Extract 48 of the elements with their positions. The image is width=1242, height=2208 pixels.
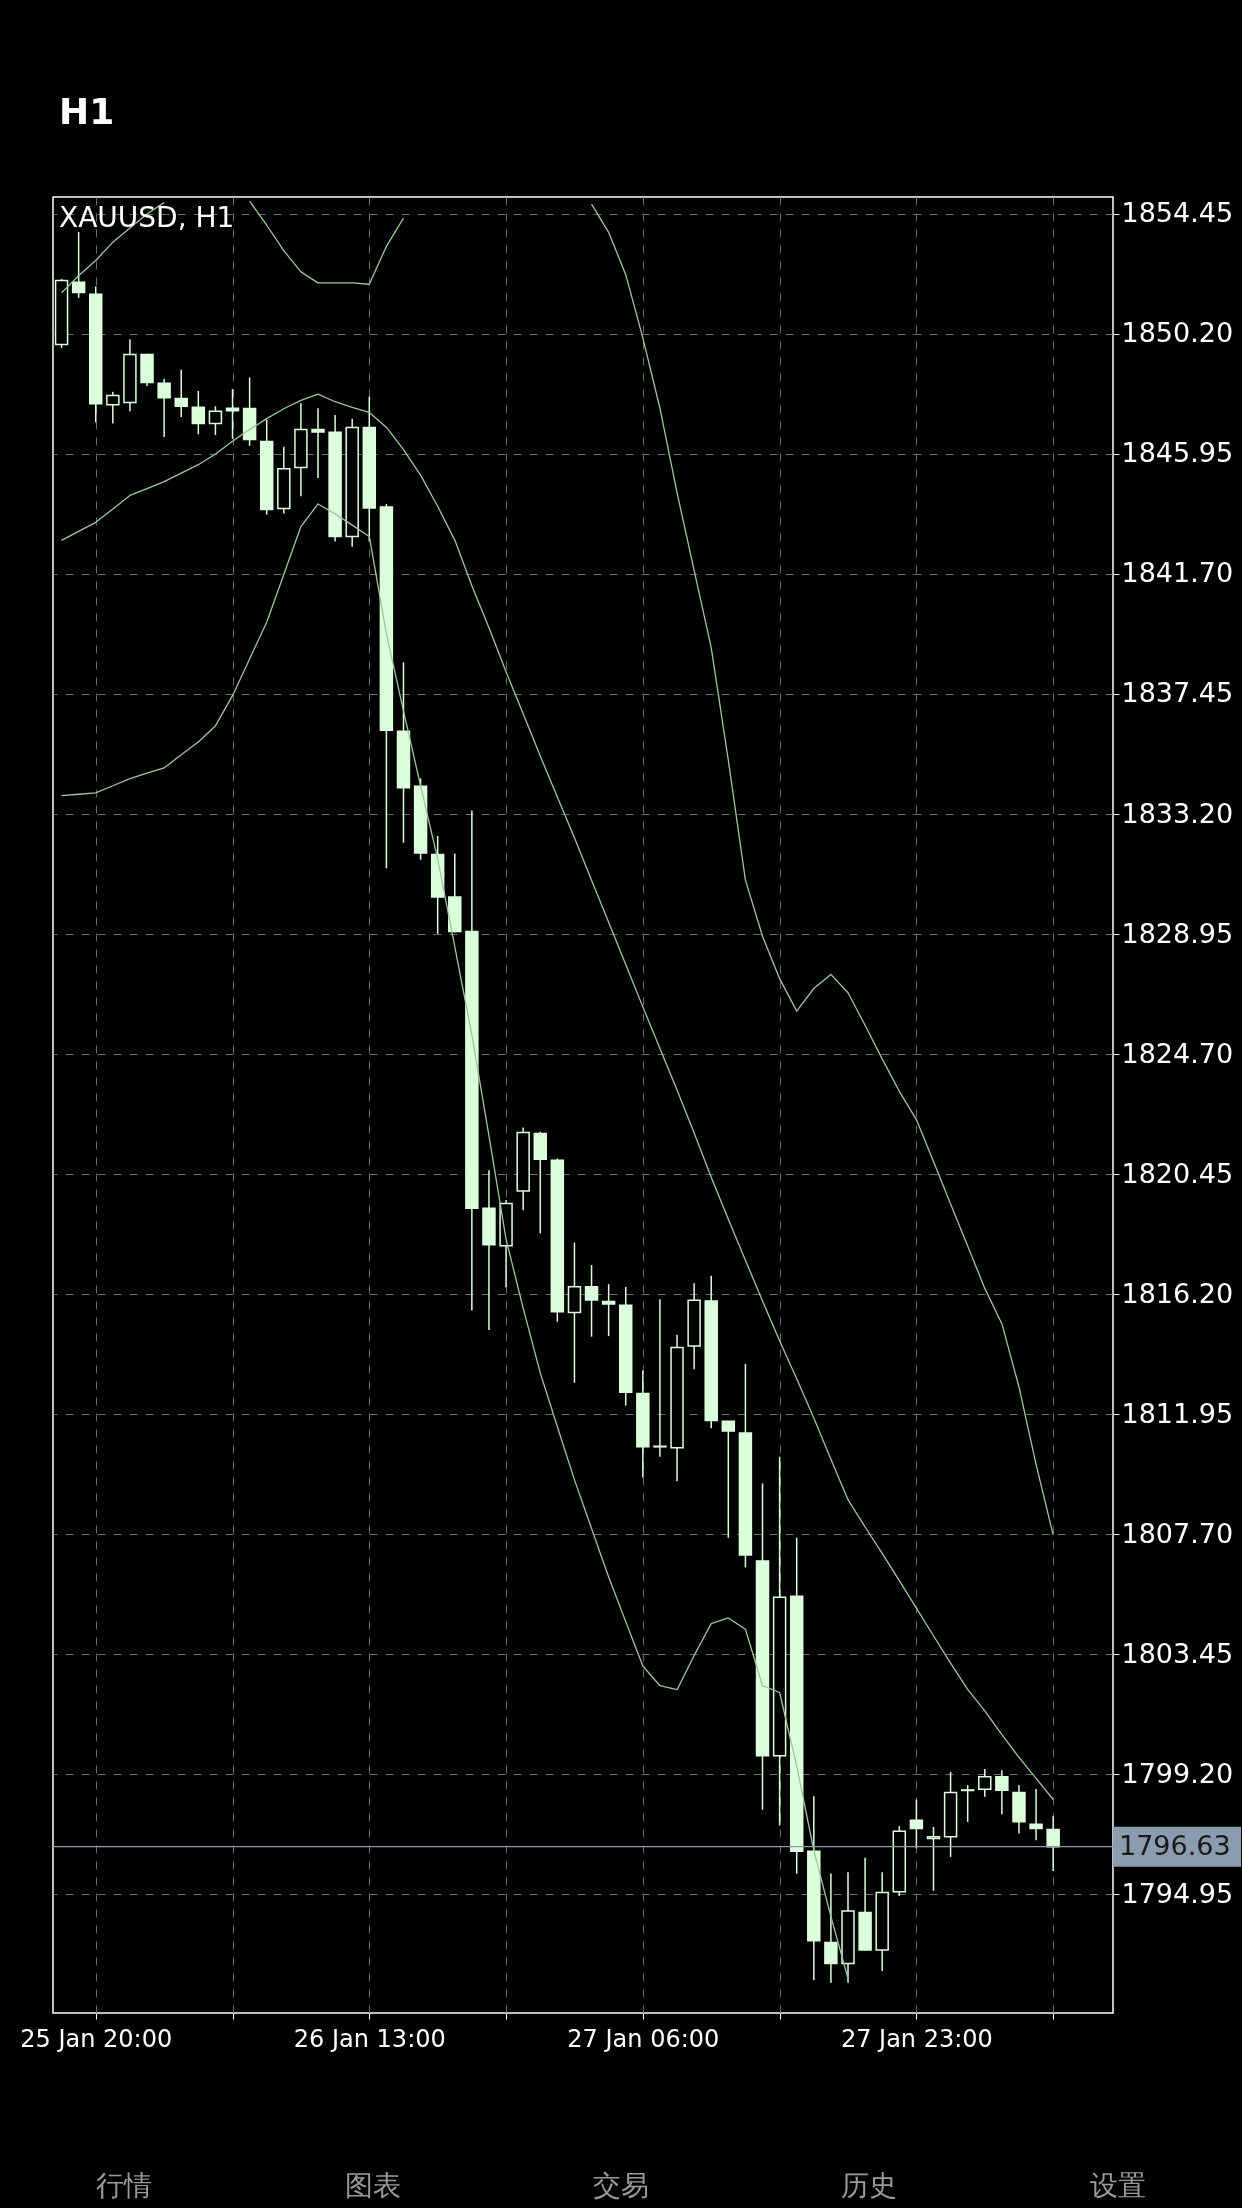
y-tick-label: 1833.20 [1121, 797, 1234, 829]
y-tick-label: 1845.95 [1121, 437, 1234, 469]
text: 图表 [344, 2169, 401, 2202]
text: 设置 [1089, 2169, 1146, 2202]
y-tick-label: 1816.20 [1121, 1277, 1234, 1309]
candlestick [926, 1826, 941, 1892]
x-tick-label: 27 Jan 23:00 [840, 2024, 993, 2053]
candlestick [978, 1768, 992, 1798]
candlestick [174, 369, 188, 418]
x-tick-label: 26 Jan 13:00 [293, 2024, 446, 2053]
y-tick-label: 1807.70 [1121, 1517, 1234, 1549]
line-series [60, 393, 1054, 1801]
candlestick [106, 391, 120, 425]
text: 交易 [593, 2169, 649, 2202]
y-tick-label: 1837.45 [1121, 677, 1234, 709]
text: 历史 [841, 2169, 898, 2202]
x-tick-label: 27 Jan 06:00 [567, 2024, 720, 2053]
candlestick [208, 405, 223, 436]
candlestick [721, 1420, 736, 1539]
y-tick-label: 1841.70 [1121, 557, 1234, 589]
line-series [60, 503, 849, 1980]
candlestick [1029, 1788, 1043, 1841]
candlestick [653, 1298, 667, 1458]
candlestick [601, 1283, 616, 1337]
x-tick-label: 25 Jan 20:00 [20, 2024, 173, 2053]
candlestick [960, 1784, 975, 1823]
y-tick-label: 1811.95 [1121, 1397, 1234, 1429]
y-tick-label: 1803.45 [1121, 1637, 1234, 1669]
candlestick [191, 390, 206, 435]
y-tick-label: 1824.70 [1121, 1037, 1234, 1069]
y-tick-label: 1794.95 [1121, 1877, 1234, 1909]
candlestick [909, 1798, 924, 1850]
y-tick-label: 1850.20 [1121, 317, 1234, 349]
candlestick [157, 378, 171, 438]
y-tick-label: 1828.95 [1121, 917, 1234, 949]
text: H1 [59, 91, 115, 132]
y-tick-label: 1799.20 [1121, 1757, 1234, 1789]
candlestick [311, 407, 325, 479]
candlestick [584, 1264, 599, 1338]
candlestick [824, 1872, 838, 1984]
candlestick [225, 388, 240, 440]
candlestick [1046, 1815, 1060, 1872]
ref-line-label: 1796.63 [1119, 1829, 1231, 1861]
y-tick-label: 1820.45 [1121, 1157, 1234, 1189]
candlestick [995, 1769, 1009, 1815]
text: 行情 [96, 2169, 153, 2202]
y-tick-label: 1854.45 [1121, 197, 1234, 229]
candlestick [71, 231, 86, 299]
